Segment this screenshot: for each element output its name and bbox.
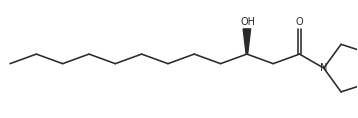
Text: O: O: [296, 17, 303, 27]
Polygon shape: [243, 29, 251, 54]
Text: N: N: [320, 63, 328, 73]
Text: OH: OH: [240, 17, 255, 27]
